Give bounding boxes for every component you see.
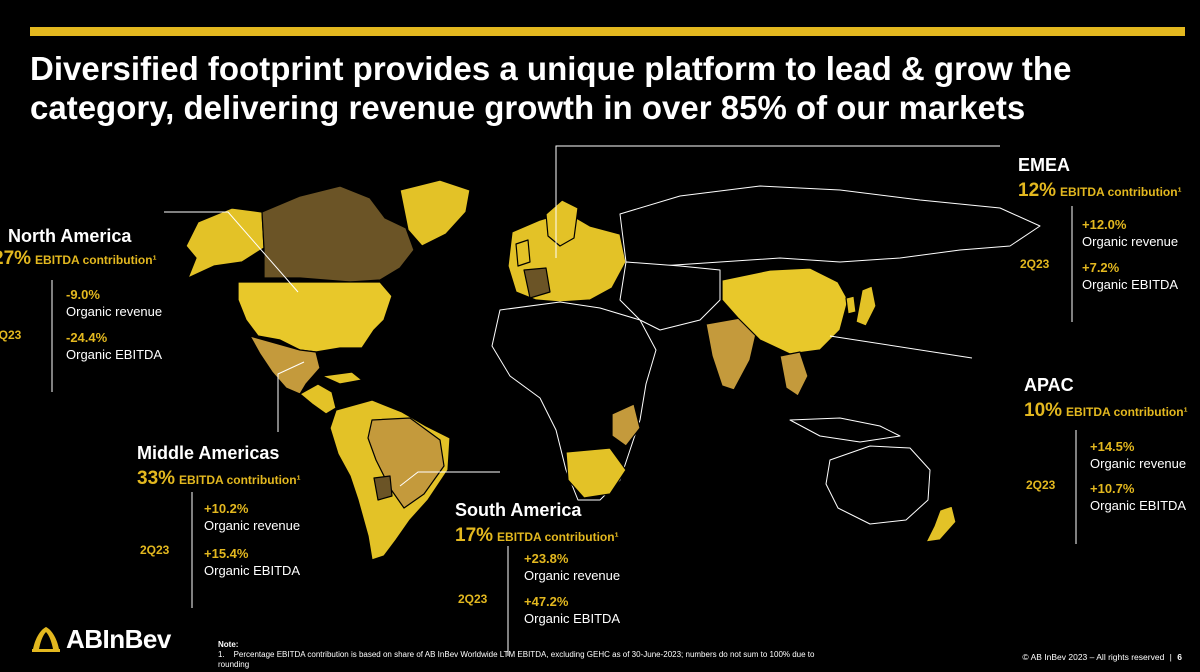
contribution-north-america: 27%EBITDA contribution¹ [0, 244, 157, 270]
period-south-america: 2Q23 [458, 592, 488, 606]
map-southeast-asia [779, 351, 809, 397]
abinbev-logo: ABInBev [30, 623, 171, 654]
map-indonesia [789, 417, 901, 443]
contribution-pct: 27% [0, 248, 32, 269]
contribution-label: EBITDA contribution¹ [1066, 405, 1188, 419]
kpi-label: Organic EBITDA [1082, 277, 1179, 292]
kpi-label: Organic revenue [524, 568, 621, 583]
map-western-europe [523, 267, 551, 299]
leader-north-america [164, 211, 299, 293]
copyright-text: © AB InBev 2023 – All rights reserved [1022, 652, 1165, 662]
region-middle-americas: Middle Americas 33% EBITDA contribution¹ [137, 443, 301, 490]
map-korea [845, 295, 857, 315]
kpi-ebitda-north-america: -24.4% Organic EBITDA [66, 330, 162, 362]
note-title: Note: [218, 640, 239, 649]
map-southern-africa [565, 447, 627, 499]
region-name: Middle Americas [137, 443, 280, 463]
map-paraguay [373, 475, 393, 501]
kpi-value: +14.5% [1090, 439, 1135, 454]
map-brazil [367, 417, 445, 509]
kpi-revenue-emea: +12.0% Organic revenue [1082, 217, 1178, 249]
kpi-value: +15.4% [204, 546, 249, 561]
period-emea: 2Q23 [1020, 257, 1050, 271]
footnote: Note: 1. Percentage EBITDA contribution … [218, 640, 838, 670]
contribution-pct: 17% [455, 525, 494, 546]
kpi-label: Organic revenue [1090, 456, 1187, 471]
kpi-label: Organic EBITDA [1090, 498, 1187, 513]
note-text: Percentage EBITDA contribution is based … [218, 650, 815, 669]
page-title: Diversified footprint provides a unique … [30, 50, 1072, 126]
contribution-label: EBITDA contribution¹ [35, 253, 157, 267]
note-item-number: 1. [218, 650, 225, 659]
crown-icon [32, 627, 60, 652]
contribution-label: EBITDA contribution¹ [497, 530, 619, 544]
contribution-pct: 12% [1018, 180, 1057, 201]
map-alaska [185, 207, 265, 279]
kpi-value: +12.0% [1082, 217, 1127, 232]
kpi-label: Organic revenue [204, 518, 301, 533]
kpi-label: Organic EBITDA [524, 611, 621, 626]
contribution-label: EBITDA contribution¹ [179, 473, 301, 487]
map-new-zealand [925, 505, 957, 543]
map-canada [261, 185, 415, 283]
kpi-label: Organic EBITDA [204, 563, 301, 578]
kpi-value: +10.7% [1090, 481, 1135, 496]
leader-apac [829, 335, 973, 359]
contribution-pct: 10% [1024, 400, 1063, 421]
kpi-label: Organic EBITDA [66, 347, 163, 362]
kpi-ebitda-apac: +10.7% Organic EBITDA [1090, 481, 1186, 513]
map-china [721, 267, 849, 355]
map-asia-west [619, 261, 721, 331]
kpi-label: Organic revenue [1082, 234, 1179, 249]
top-accent-bar [30, 27, 1185, 36]
kpi-label: Organic revenue [66, 304, 163, 319]
kpi-value: +10.2% [204, 501, 249, 516]
period-middle-americas: 2Q23 [140, 543, 170, 557]
region-name: APAC [1024, 375, 1074, 395]
kpi-ebitda-middle-americas: +15.4% Organic EBITDA [204, 546, 300, 578]
kpi-value: +7.2% [1082, 260, 1120, 275]
map-russia [619, 185, 1041, 267]
map-east-africa [611, 403, 641, 447]
kpi-revenue-north-america: -9.0% Organic revenue [66, 287, 162, 319]
kpi-revenue-apac: +14.5% Organic revenue [1090, 439, 1186, 471]
kpi-revenue-south-america: +23.8% Organic revenue [524, 551, 620, 583]
kpi-value: -9.0% [66, 287, 100, 302]
kpi-ebitda-south-america: +47.2% Organic EBITDA [524, 594, 620, 626]
map-usa [237, 281, 393, 353]
region-name: South America [455, 500, 582, 520]
map-mexico [249, 335, 321, 395]
kpi-value: +23.8% [524, 551, 569, 566]
map-scandinavia [545, 199, 579, 247]
contribution-label: EBITDA contribution¹ [1060, 185, 1182, 199]
period-apac: 2Q23 [1026, 478, 1056, 492]
map-greenland [399, 179, 471, 247]
footer: © AB InBev 2023 – All rights reserved | … [1022, 652, 1182, 662]
kpi-ebitda-emea: +7.2% Organic EBITDA [1082, 260, 1178, 292]
map-caribbean [321, 371, 363, 385]
region-name: North America [8, 226, 132, 246]
leader-emea [555, 145, 1000, 258]
page-number: 6 [1177, 652, 1182, 662]
leader-middle-americas [277, 361, 305, 432]
map-central-america [299, 383, 337, 415]
region-name: EMEA [1018, 155, 1071, 175]
region-south-america: South America 17% EBITDA contribution¹ [455, 500, 619, 547]
region-emea: EMEA 12% EBITDA contribution¹ [1018, 155, 1182, 202]
kpi-revenue-middle-americas: +10.2% Organic revenue [204, 501, 300, 533]
region-north-america: North America [8, 226, 131, 247]
contribution-pct: 33% [137, 468, 176, 489]
map-australia [825, 445, 931, 525]
kpi-value: +47.2% [524, 594, 569, 609]
map-uk [515, 239, 531, 267]
logo-text: ABInBev [66, 623, 171, 654]
leader-south-america [399, 471, 500, 487]
map-japan [855, 285, 877, 327]
region-apac: APAC 10% EBITDA contribution¹ [1024, 375, 1188, 422]
period-north-america: 2Q23 [0, 328, 22, 342]
kpi-value: -24.4% [66, 330, 108, 345]
